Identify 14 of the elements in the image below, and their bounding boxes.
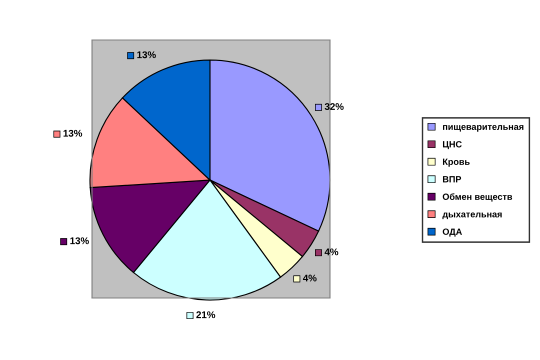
data-label: 13% [64,130,82,137]
legend-label: ОДА [442,228,462,237]
data-label: 21% [196,311,216,318]
legend-label: ЦНС [442,141,462,150]
legend-label: ВПР [442,176,462,182]
legend-label: дыхательная [442,212,502,220]
legend-label: Обмен веществ [442,193,512,202]
data-label: 13% [137,51,156,58]
data-label: 4% [324,248,338,256]
legend-label: пищеварительная [443,125,524,132]
data-label: 13% [70,237,89,244]
data-label: 4% [302,274,317,282]
legend-label: Кровь [442,158,470,167]
data-label: 32% [324,103,344,110]
